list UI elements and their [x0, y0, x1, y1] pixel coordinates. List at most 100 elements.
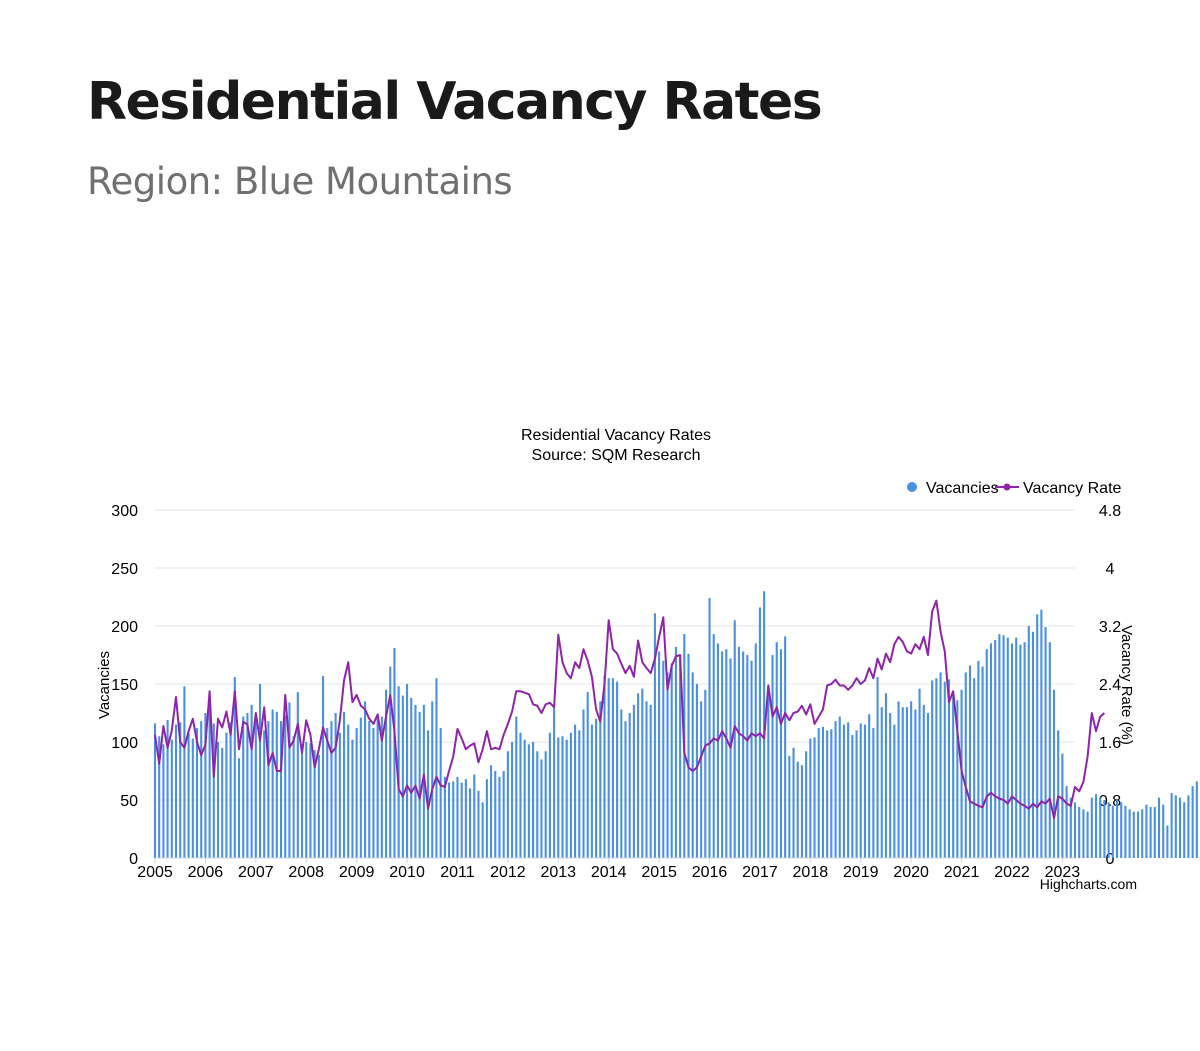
vacancy-bar	[380, 716, 383, 858]
credits-link[interactable]: Highcharts.com	[1040, 876, 1137, 892]
vacancy-bar	[679, 655, 682, 858]
y-right-tick-label: 3.2	[1099, 619, 1121, 636]
vacancy-bar	[166, 719, 169, 858]
vacancy-bar	[670, 663, 673, 858]
vacancy-bar	[506, 751, 509, 858]
x-tick-label: 2015	[641, 864, 677, 881]
vacancy-bar	[263, 730, 266, 858]
vacancy-bar	[863, 724, 866, 858]
vacancy-bar	[385, 689, 388, 858]
y-left-tick-label: 100	[111, 735, 138, 752]
vacancy-bar	[851, 735, 854, 858]
vacancy-bar	[1157, 797, 1161, 858]
page-title: Residential Vacancy Rates	[87, 72, 823, 132]
vacancy-bar	[729, 658, 732, 858]
vacancy-bar	[418, 711, 421, 858]
vacancy-bar	[414, 704, 417, 858]
vacancy-bar	[267, 721, 270, 858]
y-left-tick-label: 300	[111, 503, 138, 520]
vacancy-bar	[620, 709, 623, 858]
vacancy-bar	[393, 648, 396, 858]
x-tick-label: 2020	[893, 864, 929, 881]
x-tick-label: 2018	[793, 864, 829, 881]
vacancy-bar	[221, 747, 224, 858]
vacancy-bar	[1099, 797, 1102, 858]
x-tick-label: 2019	[843, 864, 879, 881]
vacancy-bar	[922, 704, 925, 858]
legend[interactable]: Vacancies Vacancy Rate	[907, 480, 1122, 497]
y-right-tick-label: 2.4	[1099, 677, 1121, 694]
vacancy-bar	[859, 723, 862, 858]
x-tick-label: 2022	[994, 864, 1030, 881]
legend-vacancy-rate-label[interactable]: Vacancy Rate	[1023, 480, 1122, 497]
vacancy-bar	[158, 736, 161, 858]
vacancy-bar	[527, 744, 530, 858]
vacancy-bar	[237, 758, 241, 858]
vacancy-bar	[275, 711, 278, 858]
vacancy-bar	[515, 716, 518, 858]
vacancy-bar	[162, 744, 165, 858]
vacancy-bar	[574, 724, 577, 858]
chart-subtitle: Source: SQM Research	[532, 447, 701, 464]
vacancy-bar	[532, 742, 535, 858]
vacancy-bar	[1149, 806, 1152, 858]
vacancy-bar	[775, 642, 778, 858]
vacancy-bar	[401, 695, 404, 858]
vacancy-bar	[1078, 806, 1081, 858]
vacancy-bar	[645, 701, 648, 858]
vacancy-bar	[1015, 637, 1018, 858]
x-tick-label: 2016	[692, 864, 728, 881]
vacancy-bar	[1187, 795, 1190, 858]
vacancy-bar	[779, 649, 782, 858]
vacancy-bar	[931, 680, 934, 858]
x-tick-label: 2011	[440, 864, 475, 881]
vacancy-bar	[490, 765, 493, 858]
vacancies-bars	[153, 591, 1200, 858]
vacancy-bar	[918, 688, 921, 858]
vacancy-bar	[443, 776, 446, 858]
vacancy-bar	[956, 700, 959, 858]
vacancy-bar	[452, 781, 455, 858]
vacancy-bar	[296, 692, 299, 858]
vacancy-bar	[616, 681, 619, 858]
vacancy-bar	[565, 739, 568, 858]
vacancy-bar	[246, 713, 249, 858]
vacancy-bar	[989, 643, 993, 858]
vacancy-bar	[427, 730, 430, 858]
vacancy-bar	[595, 718, 598, 858]
y-left-tick-label: 0	[129, 851, 138, 868]
vacancy-bar	[1115, 800, 1119, 858]
vacancy-bar	[1082, 809, 1085, 858]
vacancy-bar	[1002, 635, 1005, 858]
vacancy-bar	[544, 751, 547, 858]
vacancy-bar	[376, 718, 379, 858]
vacancy-bar	[649, 704, 652, 858]
vacancy-bar	[498, 776, 501, 858]
vacancy-bar	[1128, 809, 1131, 858]
legend-vacancies-label[interactable]: Vacancies	[926, 480, 999, 497]
vacancy-bar	[658, 651, 661, 858]
vacancy-bar	[1103, 800, 1106, 858]
vacancy-bar	[1170, 793, 1173, 858]
x-tick-label: 2012	[490, 864, 526, 881]
vacancy-bar	[880, 707, 883, 858]
vacancy-bar	[603, 675, 606, 858]
vacancy-bar	[821, 726, 824, 858]
vacancy-bar	[847, 722, 850, 858]
vacancy-bar	[410, 697, 413, 858]
vacancy-bar	[868, 714, 871, 858]
vacancy-bar	[1174, 795, 1177, 858]
vacancy-bar	[754, 643, 757, 858]
vacancy-bar	[179, 722, 182, 858]
vacancy-bar	[326, 728, 329, 858]
vacancy-bar	[964, 672, 967, 858]
vacancy-bar	[737, 646, 740, 858]
vacancy-bar	[254, 718, 257, 858]
vacancy-bar	[725, 649, 728, 858]
vacancy-bar	[952, 695, 955, 858]
vacancy-bar	[191, 738, 194, 858]
vacancy-bar	[284, 715, 287, 858]
x-axis-ticks: 2005 2006 2007 2008 2009 2010 2011 2012 2013 2014…	[137, 858, 1080, 881]
vacancy-bar	[813, 737, 816, 858]
